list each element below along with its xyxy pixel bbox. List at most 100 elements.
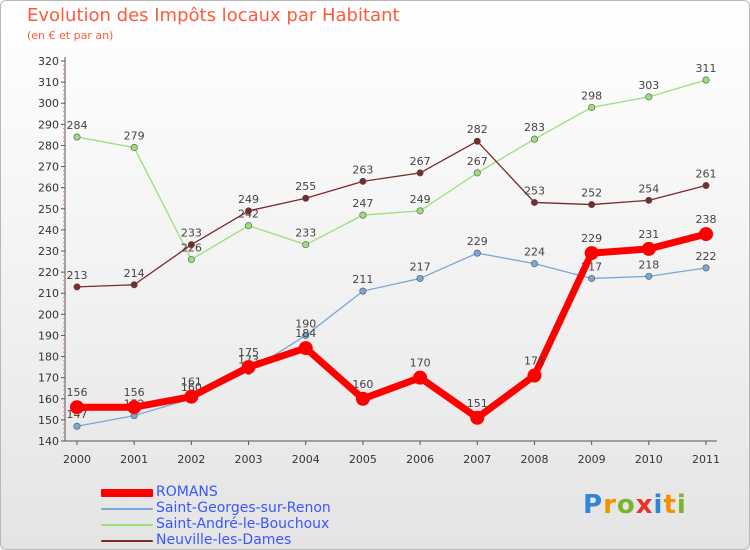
series-point-1	[73, 422, 81, 430]
legend-item-saint-andre[interactable]: Saint-André-le-Bouchoux	[101, 516, 421, 533]
series-point-2	[187, 255, 195, 263]
y-tick-label: 300	[38, 97, 59, 110]
y-tick-label: 180	[38, 351, 59, 364]
data-label-0: 156	[124, 386, 145, 399]
legend-item-romans[interactable]: ROMANS	[101, 484, 421, 501]
data-label-0: 184	[295, 327, 316, 340]
y-tick-label: 160	[38, 393, 59, 406]
data-label-2: 247	[352, 197, 373, 210]
y-tick-label: 190	[38, 329, 59, 342]
y-tick-label: 320	[38, 55, 59, 68]
data-label-3: 252	[581, 187, 602, 200]
y-tick-label: 150	[38, 414, 59, 427]
y-tick-label: 200	[38, 308, 59, 321]
data-label-3: 253	[524, 184, 545, 197]
data-label-0: 175	[238, 346, 259, 359]
y-tick-label: 170	[38, 372, 59, 385]
data-label-2: 249	[410, 193, 431, 206]
series-line-3	[76, 140, 707, 288]
series-point-0	[184, 389, 199, 404]
data-label-0: 238	[696, 213, 717, 226]
y-tick-label: 140	[38, 435, 59, 448]
series-point-3	[245, 207, 253, 215]
data-label-1: 222	[696, 250, 717, 263]
x-tick-label: 2010	[635, 453, 663, 466]
series-point-2	[245, 222, 253, 230]
legend-label-saint-georges: Saint-Georges-sur-Renon	[156, 500, 331, 516]
series-point-2	[702, 76, 710, 84]
legend-item-neuville[interactable]: Neuville-les-Dames	[101, 532, 421, 549]
data-label-3: 267	[410, 155, 431, 168]
data-label-0: 161	[181, 376, 202, 389]
series-point-2	[588, 103, 596, 111]
data-label-1: 229	[467, 235, 488, 248]
legend-item-saint-georges[interactable]: Saint-Georges-sur-Renon	[101, 500, 421, 517]
legend-swatch-saint-georges	[101, 508, 153, 510]
data-label-2: 311	[696, 62, 717, 75]
data-label-1: 218	[638, 258, 659, 271]
data-label-3: 255	[295, 180, 316, 193]
series-point-3	[473, 137, 481, 145]
series-point-0	[355, 391, 370, 406]
series-point-2	[473, 169, 481, 177]
legend-swatch-romans	[101, 489, 153, 497]
series-line-0	[73, 230, 710, 422]
data-label-3: 254	[638, 182, 659, 195]
y-tick-label: 260	[38, 182, 59, 195]
y-tick-label: 250	[38, 203, 59, 216]
series-point-2	[130, 144, 138, 152]
series-point-2	[359, 211, 367, 219]
series-point-3	[359, 177, 367, 185]
series-point-1	[588, 274, 596, 282]
data-label-2: 279	[124, 130, 145, 143]
series-point-0	[413, 370, 428, 385]
series-point-1	[473, 249, 481, 257]
series-point-2	[530, 135, 538, 143]
series-point-1	[302, 331, 310, 339]
data-label-3: 282	[467, 123, 488, 136]
series-point-1	[359, 287, 367, 295]
series-point-3	[416, 169, 424, 177]
series-point-3	[702, 182, 710, 190]
data-label-2: 284	[67, 119, 88, 132]
data-label-2: 303	[638, 79, 659, 92]
x-tick-label: 2011	[692, 453, 720, 466]
data-label-0: 229	[581, 232, 602, 245]
data-label-3: 249	[238, 193, 259, 206]
data-label-3: 263	[352, 163, 373, 176]
x-tick-label: 2002	[177, 453, 205, 466]
data-label-3: 214	[124, 267, 145, 280]
series-point-2	[416, 207, 424, 215]
data-label-3: 233	[181, 227, 202, 240]
x-tick-label: 2006	[406, 453, 434, 466]
series-point-1	[530, 260, 538, 268]
chart-title: Evolution des Impôts locaux par Habitant	[27, 5, 400, 26]
data-label-0: 231	[638, 228, 659, 241]
data-label-0: 160	[352, 378, 373, 391]
x-tick-label: 2001	[120, 453, 148, 466]
series-point-0	[127, 400, 142, 415]
y-tick-label: 220	[38, 266, 59, 279]
data-label-0: 170	[410, 357, 431, 370]
line-chart: 140 150 160 170 180 190 200 210 220 230 240 250 260 2…	[38, 55, 720, 466]
series-point-2	[73, 133, 81, 141]
series-point-0	[298, 341, 313, 356]
y-tick-label: 210	[38, 287, 59, 300]
data-label-0: 151	[467, 397, 488, 410]
series-point-0	[641, 241, 656, 256]
data-label-1: 190	[295, 317, 316, 330]
y-tick-label: 280	[38, 139, 59, 152]
series-point-0	[584, 246, 599, 261]
x-tick-label: 2000	[63, 453, 91, 466]
data-label-0: 156	[67, 386, 88, 399]
legend-swatch-saint-andre	[101, 524, 153, 526]
series-point-3	[187, 241, 195, 249]
legend-swatch-neuville	[101, 540, 153, 542]
series-point-3	[73, 283, 81, 291]
data-label-1: 224	[524, 246, 545, 259]
legend-label-neuville: Neuville-les-Dames	[156, 532, 292, 548]
series-point-3	[130, 281, 138, 289]
x-tick-label: 2003	[235, 453, 263, 466]
data-label-3: 261	[696, 168, 717, 181]
